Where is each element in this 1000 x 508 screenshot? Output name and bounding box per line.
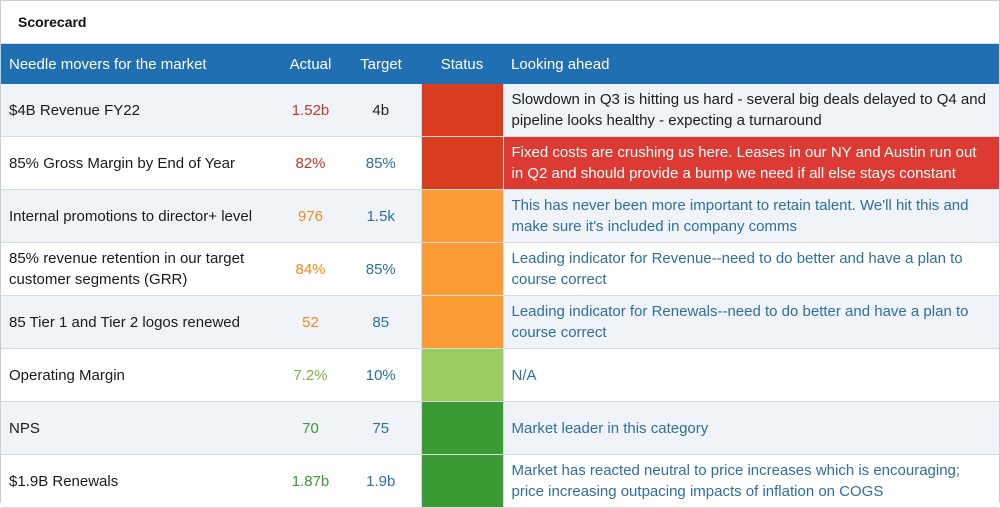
column-header-status[interactable]: Status: [440, 55, 484, 73]
table-row[interactable]: Operating Margin 7.2% 10% N/A: [1, 348, 999, 402]
table-row[interactable]: 85% revenue retention in our target cust…: [1, 242, 999, 296]
looking-ahead-cell: This has never been more important to re…: [503, 189, 999, 243]
actual-cell: 84%: [280, 242, 341, 296]
target-cell: 10%: [341, 348, 421, 402]
metric-cell: 85 Tier 1 and Tier 2 logos renewed: [1, 295, 280, 349]
target-cell: 4b: [341, 84, 421, 137]
status-indicator: [421, 190, 503, 242]
table-row[interactable]: $1.9B Renewals 1.87b 1.9b Market has reacte…: [1, 454, 999, 508]
actual-cell: 1.87b: [280, 454, 341, 508]
target-cell: 85: [341, 295, 421, 349]
actual-cell: 82%: [280, 136, 341, 190]
status-cell: [420, 454, 504, 508]
table-header-row: Needle movers for the market Actual Targ…: [1, 44, 999, 84]
status-cell: [420, 136, 504, 190]
column-header-target[interactable]: Target: [360, 55, 402, 73]
actual-cell: 1.52b: [280, 84, 341, 137]
table-row[interactable]: 85% Gross Margin by End of Year 82% 85% Fix…: [1, 136, 999, 190]
metric-cell: $1.9B Renewals: [1, 454, 280, 508]
actual-cell: 70: [280, 401, 341, 455]
status-cell: [420, 189, 504, 243]
status-cell: [420, 348, 504, 402]
status-cell: [420, 84, 504, 137]
table-row[interactable]: 85 Tier 1 and Tier 2 logos renewed 52 85 Le…: [1, 295, 999, 349]
table-row[interactable]: Internal promotions to director+ level 97…: [1, 189, 999, 243]
table-row[interactable]: NPS 70 75 Market leader in this category: [1, 401, 999, 455]
panel-title: Scorecard: [1, 1, 999, 44]
looking-ahead-cell: Leading indicator for Revenue--need to d…: [503, 242, 999, 296]
status-indicator: [421, 243, 503, 295]
target-cell: 85%: [341, 136, 421, 190]
status-cell: [420, 295, 504, 349]
metric-cell: 85% Gross Margin by End of Year: [1, 136, 280, 190]
metric-cell: 85% revenue retention in our target cust…: [1, 242, 280, 296]
target-cell: 85%: [341, 242, 421, 296]
looking-ahead-cell: Fixed costs are crushing us here. Leases…: [503, 136, 999, 190]
status-indicator: [421, 296, 503, 348]
status-indicator: [421, 402, 503, 454]
looking-ahead-cell: Market has reacted neutral to price incr…: [503, 454, 999, 508]
column-header-actual[interactable]: Actual: [289, 55, 332, 73]
column-header-metric[interactable]: Needle movers for the market: [9, 55, 207, 73]
target-cell: 1.5k: [341, 189, 421, 243]
status-indicator: [421, 349, 503, 401]
column-header-looking-ahead[interactable]: Looking ahead: [511, 55, 610, 73]
looking-ahead-cell: Market leader in this category: [503, 401, 999, 455]
table-row[interactable]: $4B Revenue FY22 1.52b 4b Slowdown in Q3 is…: [1, 84, 999, 137]
status-indicator: [421, 137, 503, 189]
actual-cell: 52: [280, 295, 341, 349]
status-indicator: [421, 455, 503, 507]
status-cell: [420, 401, 504, 455]
actual-cell: 7.2%: [280, 348, 341, 402]
target-cell: 75: [341, 401, 421, 455]
scorecard-table: Needle movers for the market Actual Targ…: [1, 44, 999, 508]
target-cell: 1.9b: [341, 454, 421, 508]
status-indicator: [421, 84, 503, 136]
metric-cell: NPS: [1, 401, 280, 455]
looking-ahead-cell: Slowdown in Q3 is hitting us hard - seve…: [503, 84, 999, 137]
status-cell: [420, 242, 504, 296]
metric-cell: Internal promotions to director+ level: [1, 189, 280, 243]
actual-cell: 976: [280, 189, 341, 243]
looking-ahead-cell: N/A: [503, 348, 999, 402]
metric-cell: $4B Revenue FY22: [1, 84, 280, 137]
metric-cell: Operating Margin: [1, 348, 280, 402]
looking-ahead-cell: Leading indicator for Renewals--need to …: [503, 295, 999, 349]
